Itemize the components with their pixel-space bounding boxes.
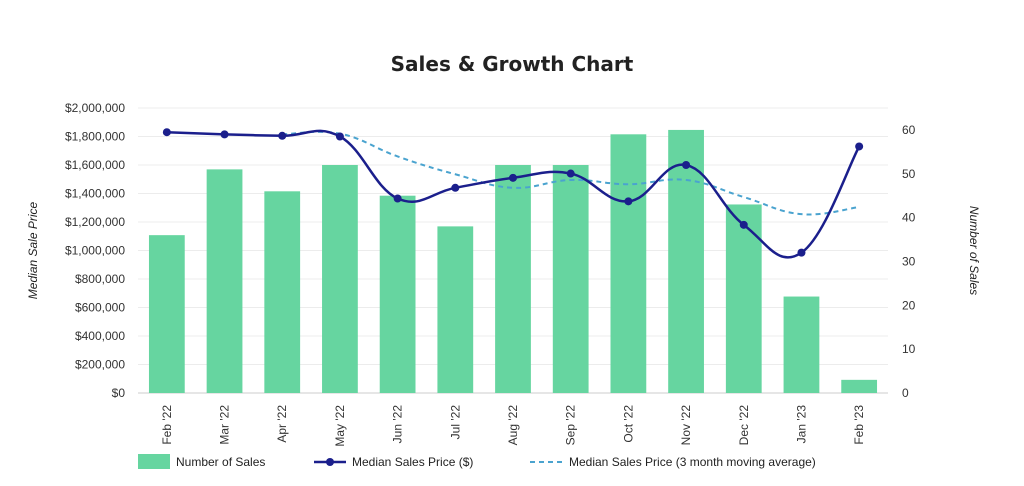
x-axis-tick-label: Sep '22 xyxy=(564,405,578,446)
legend-label: Median Sales Price (3 month moving avera… xyxy=(569,455,816,469)
left-axis-tick-label: $1,200,000 xyxy=(65,215,125,229)
data-point xyxy=(220,130,229,139)
x-axis-tick-label: Jun '22 xyxy=(391,405,405,444)
data-point xyxy=(855,142,864,151)
legend-swatch-marker xyxy=(326,458,334,466)
data-point xyxy=(739,220,748,229)
data-point xyxy=(162,128,171,137)
x-axis-tick-label: Feb '22 xyxy=(160,405,174,445)
data-point xyxy=(624,197,633,206)
bar xyxy=(264,191,301,393)
x-axis-tick-label: Apr '22 xyxy=(275,405,289,443)
left-axis-title: Median Sale Price xyxy=(26,201,40,299)
x-axis-tick-label: May '22 xyxy=(333,405,347,447)
legend-swatch-bar xyxy=(138,454,170,469)
bar xyxy=(379,195,416,393)
data-point xyxy=(566,169,575,178)
left-axis-tick-label: $0 xyxy=(112,386,126,400)
bar xyxy=(610,134,647,394)
data-point xyxy=(335,132,344,141)
x-axis-tick-label: Feb '23 xyxy=(852,405,866,445)
right-axis-tick-label: 0 xyxy=(902,386,909,400)
data-point xyxy=(451,183,460,192)
right-axis-tick-label: 40 xyxy=(902,211,916,225)
bar xyxy=(668,129,704,393)
bar xyxy=(148,235,185,393)
series-line-median-price xyxy=(166,129,861,259)
left-axis-tick-label: $200,000 xyxy=(75,358,125,372)
bar xyxy=(206,169,243,393)
left-axis-tick-label: $400,000 xyxy=(75,329,125,343)
right-axis-tick-label: 20 xyxy=(902,298,916,312)
legend-label: Number of Sales xyxy=(176,455,265,469)
x-axis-tick-label: Mar '22 xyxy=(218,405,232,445)
x-axis-tick-label: Jul '22 xyxy=(448,405,462,440)
left-axis-tick-label: $1,600,000 xyxy=(65,158,125,172)
data-point xyxy=(393,194,402,203)
bar xyxy=(841,379,878,393)
bar xyxy=(725,204,762,393)
left-axis-tick-label: $2,000,000 xyxy=(65,101,125,115)
data-point xyxy=(509,173,517,182)
data-point xyxy=(278,131,287,140)
bar xyxy=(322,165,358,393)
left-axis-tick-label: $1,800,000 xyxy=(65,130,125,144)
data-point xyxy=(797,248,806,257)
series-line-moving-average xyxy=(282,130,860,216)
bar xyxy=(437,226,474,393)
x-axis-tick-label: Aug '22 xyxy=(506,405,520,446)
x-axis-tick-label: Dec '22 xyxy=(737,405,751,446)
chart-title: Sales & Growth Chart xyxy=(390,52,634,76)
right-axis-tick-label: 30 xyxy=(902,254,916,268)
left-axis-tick-label: $600,000 xyxy=(75,301,125,315)
x-axis-tick-label: Nov '22 xyxy=(679,405,693,446)
right-axis-tick-label: 60 xyxy=(902,123,916,137)
left-axis-tick-label: $1,400,000 xyxy=(65,187,125,201)
bar xyxy=(495,165,531,393)
bar xyxy=(552,165,589,393)
right-axis-title: Number of Sales xyxy=(967,206,981,295)
left-axis-tick-label: $800,000 xyxy=(75,272,125,286)
x-axis-tick-label: Oct '22 xyxy=(621,405,635,443)
right-axis-tick-label: 50 xyxy=(902,167,916,181)
x-axis-tick-label: Jan '23 xyxy=(794,405,808,444)
right-axis-tick-label: 10 xyxy=(902,342,916,356)
left-axis-tick-label: $1,000,000 xyxy=(65,244,125,258)
data-point xyxy=(682,161,691,169)
bar xyxy=(783,296,820,393)
legend-label: Median Sales Price ($) xyxy=(352,455,473,469)
